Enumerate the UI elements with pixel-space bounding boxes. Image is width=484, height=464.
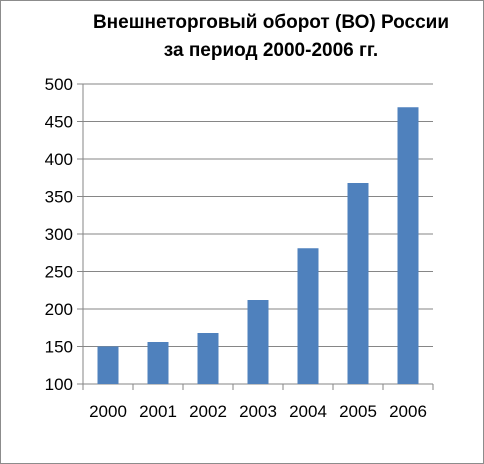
- bar-2000: [97, 346, 119, 384]
- x-tick-label-2004: 2004: [289, 402, 327, 421]
- y-tick-label-300: 300: [45, 225, 73, 244]
- bar-2004: [297, 248, 319, 384]
- y-tick-label-500: 500: [45, 75, 73, 94]
- x-tick-label-2000: 2000: [89, 402, 127, 421]
- bar-2002: [197, 333, 219, 384]
- y-tick-label-400: 400: [45, 150, 73, 169]
- x-tick-label-2002: 2002: [189, 402, 227, 421]
- y-tick-label-350: 350: [45, 188, 73, 207]
- y-tick-label-200: 200: [45, 300, 73, 319]
- chart-title-line-2: за период 2000-2006 гг.: [163, 40, 379, 61]
- chart-title: Внешнеторговый оборот (ВО) России за пер…: [71, 9, 471, 65]
- x-tick-label-2006: 2006: [389, 402, 427, 421]
- y-tick-label-100: 100: [45, 375, 73, 394]
- y-tick-label-150: 150: [45, 338, 73, 357]
- y-tick-label-250: 250: [45, 263, 73, 282]
- x-tick-label-2003: 2003: [239, 402, 277, 421]
- bar-2006: [397, 107, 419, 384]
- chart-title-line-1: Внешнеторговый оборот (ВО) России: [92, 12, 450, 33]
- bar-2003: [247, 300, 269, 384]
- x-tick-label-2001: 2001: [139, 402, 177, 421]
- bar-2005: [347, 183, 369, 384]
- bar-2001: [147, 342, 169, 384]
- x-tick-label-2005: 2005: [339, 402, 377, 421]
- y-tick-label-450: 450: [45, 113, 73, 132]
